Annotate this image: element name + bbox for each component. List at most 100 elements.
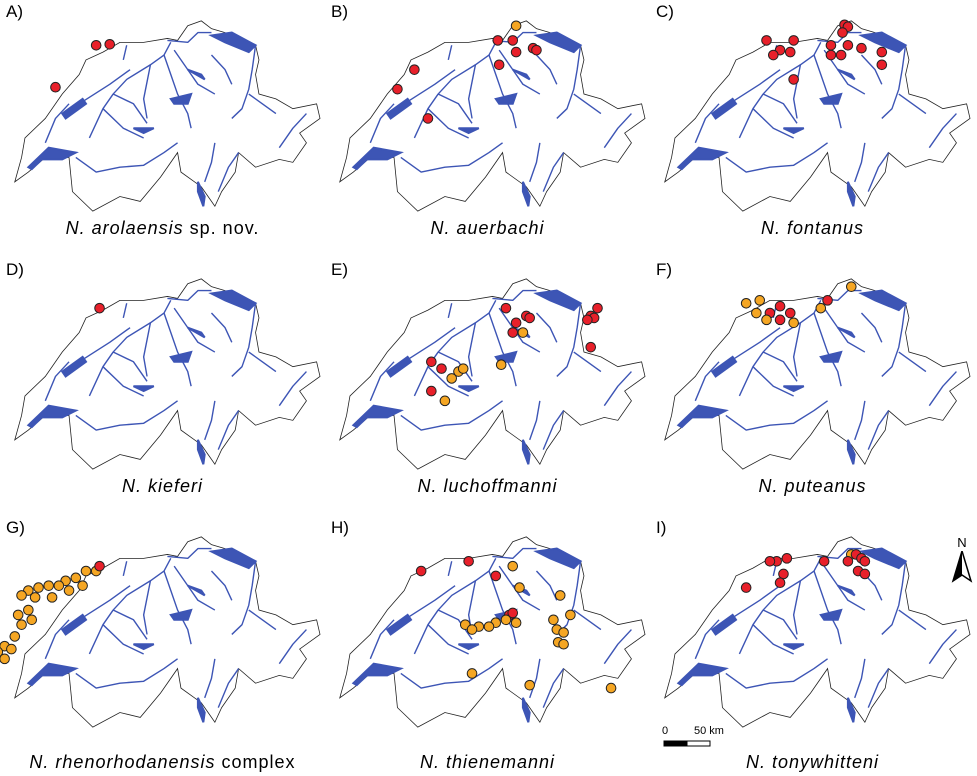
map-panel: B) N. auerbachi [325,0,650,258]
river-line [529,142,541,183]
species-name: N. rhenorhodanensis [29,752,216,772]
lake-shape [187,326,206,339]
record-point-red [104,38,116,50]
lake-shape [351,662,404,687]
river-line [867,410,890,450]
lake-shape [169,92,193,105]
lake-shape [533,31,583,54]
river-line [163,312,192,387]
river-line [204,400,216,441]
record-point-red [876,46,888,58]
river-line [752,366,794,397]
record-point-orange [466,668,478,679]
record-point-red [768,49,779,61]
lake-shape [837,326,856,339]
lake-shape [385,613,413,636]
river-line [813,312,842,387]
river-line [492,547,537,560]
river-line [75,400,178,431]
record-point-orange [63,585,75,596]
river-line [488,54,517,129]
river-line [762,609,798,640]
river-line [728,327,781,363]
species-caption: N. arolaensis sp. nov. [0,218,325,239]
river-line [427,624,469,655]
record-point-orange [9,631,21,642]
panel-letter: D) [6,260,24,279]
river-line [44,361,70,402]
lake-shape [26,404,79,429]
species-caption: N. kieferi [0,476,325,497]
record-point-orange [788,317,799,329]
country-border [14,536,321,728]
river-line [163,570,192,645]
record-point-orange [16,619,27,630]
lake-shape [385,97,413,120]
lake-shape [26,662,79,687]
map-panel: I) N. tonywhitteni [650,516,975,774]
switzerland-map [339,536,646,728]
river-line [762,351,798,382]
river-line [542,152,565,192]
river-line [603,113,632,149]
lake-shape [837,68,856,81]
river-line [369,361,395,402]
river-line [447,45,453,61]
panel-letter: F) [656,260,673,279]
panel-letter: G) [6,518,25,537]
lake-shape [533,289,583,312]
river-line [437,609,473,640]
panel-letter: B) [331,2,348,21]
species-caption: N. auerbachi [325,218,650,239]
river-line [529,658,541,699]
river-line [725,658,828,689]
river-line [102,624,144,655]
lake-shape [819,92,843,105]
record-point-red [510,46,522,58]
river-line [248,609,277,631]
switzerland-map [664,278,971,470]
river-line [167,31,212,44]
north-label: N [957,535,967,550]
record-point-orange [466,624,478,635]
river-line [427,366,469,397]
lake-shape [494,92,518,105]
switzerland-map [14,20,321,212]
lake-shape [458,385,480,393]
river-line [529,400,541,441]
record-point-red [778,568,789,580]
species-caption: N. puteanus [650,476,975,497]
river-line [867,152,890,192]
river-line [278,371,307,407]
map-panel: G) N. rhenorhodanensis complex [0,516,325,774]
lake-shape [710,97,738,120]
lake-shape [858,547,908,570]
lake-shape [208,289,258,312]
north-arrow-icon [951,551,973,583]
scale-bar: 0 50 km [660,725,730,755]
record-point-orange [558,638,569,650]
river-line [556,45,582,119]
river-line [78,69,131,105]
river-line [122,561,128,577]
record-point-red [493,59,505,71]
river-line [173,307,216,353]
river-line [535,312,558,343]
record-point-red [582,314,593,326]
river-line [210,312,233,343]
lake-shape [60,355,88,378]
lake-shape [208,31,258,54]
map-panel: H) N. thienemanni [325,516,650,774]
lake-shape [521,181,531,207]
lake-shape [60,613,88,636]
river-line [427,108,469,139]
record-point-orange [6,643,17,655]
record-point-red [50,81,61,93]
record-point-red [392,83,403,95]
record-point-red [500,302,512,314]
record-point-red [492,35,504,46]
record-point-red [774,300,786,312]
record-point-red [859,555,871,567]
river-line [823,565,866,611]
river-line [467,322,477,377]
